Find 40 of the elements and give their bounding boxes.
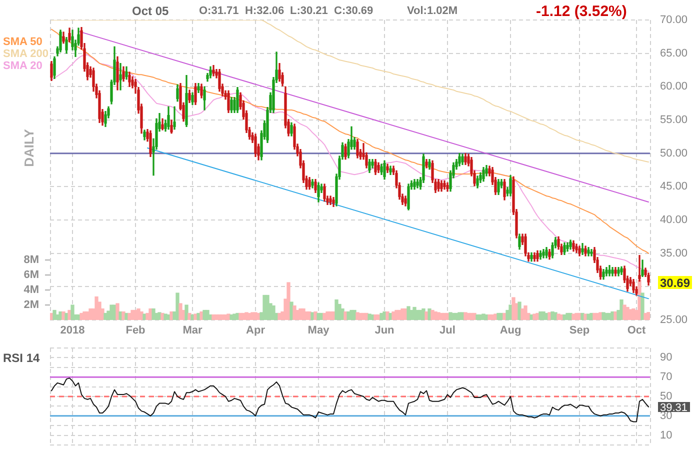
y2-tick-label: 6M — [24, 269, 39, 282]
y-tick-label: 35.00 — [660, 247, 688, 260]
x-tick-label: Jul — [440, 324, 456, 337]
text: Vol:1.02M — [407, 4, 458, 16]
text: L:30.21 — [290, 4, 328, 16]
series-label: SMA 20 — [3, 60, 44, 72]
text: DAILY — [22, 129, 36, 167]
x-tick-label: Mar — [182, 324, 203, 337]
y-tick-label: 60.00 — [660, 80, 688, 93]
text: 30.69 — [658, 276, 692, 290]
y-tick-label: 70.00 — [660, 14, 688, 26]
x-tick-label: Feb — [126, 324, 146, 337]
y-tick-label: 40.00 — [660, 214, 688, 226]
text: SMA 200 — [3, 48, 48, 60]
y2-tick-label: 8M — [24, 254, 39, 266]
x-tick-label: Jun — [374, 324, 395, 337]
y2-tick-label: 4M — [24, 284, 39, 296]
y-tick-label: 10 — [660, 429, 672, 442]
y2-tick-label: 2M — [24, 299, 39, 312]
chart-title: RSI 14 — [3, 351, 40, 365]
text: O:31.71 — [199, 4, 239, 16]
text: Oct 05 — [132, 4, 169, 18]
series-label: SMA 50 — [3, 36, 44, 48]
x-tick-label: Oct — [627, 324, 646, 337]
y-tick-label: 45.00 — [660, 180, 688, 193]
x-tick-label: 2018 — [60, 324, 85, 337]
y-tick-label: 65.00 — [660, 47, 688, 60]
y-tick-label: 90 — [660, 352, 672, 364]
x-tick-label: Sep — [569, 324, 590, 337]
text: -1.12 (3.52%) — [536, 2, 627, 20]
y-tick-label: 50.00 — [660, 147, 688, 160]
text: C:30.69 — [334, 4, 374, 16]
x-tick-label: Apr — [246, 324, 266, 337]
x-tick-label: May — [308, 324, 330, 337]
text: H:32.06 — [245, 4, 284, 16]
y-tick-label: 55.00 — [660, 114, 688, 126]
y-tick-label: 25.00 — [660, 314, 688, 326]
x-tick-label: Aug — [500, 324, 522, 337]
y-tick-label: 70 — [660, 371, 672, 384]
y-tick-label: 50 — [660, 390, 672, 403]
